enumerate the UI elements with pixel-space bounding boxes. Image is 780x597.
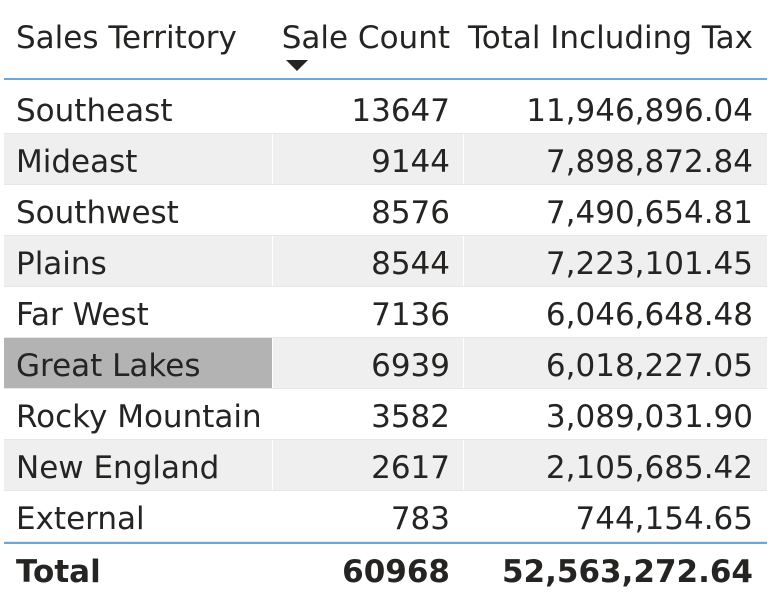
cell-sale-count[interactable]: 6939	[371, 348, 450, 384]
cell-total-including-tax[interactable]: 7,898,872.84	[545, 144, 753, 180]
cell-total-including-tax[interactable]: 7,490,654.81	[545, 195, 753, 231]
selected-cell-highlight	[4, 338, 272, 388]
cell-territory-selected[interactable]: Great Lakes	[16, 348, 201, 384]
column-divider	[463, 134, 464, 184]
table-row[interactable]: Mideast 9144 7,898,872.84	[4, 134, 767, 185]
cell-territory[interactable]: Southeast	[16, 93, 173, 129]
column-header-total-including-tax[interactable]: Total Including Tax	[468, 20, 753, 56]
cell-total-including-tax[interactable]: 11,946,896.04	[526, 93, 753, 129]
table-row[interactable]: Southeast 13647 11,946,896.04	[4, 83, 767, 134]
totals-row: Total 60968 52,563,272.64	[4, 542, 767, 597]
cell-territory[interactable]: Rocky Mountain	[16, 399, 262, 435]
cell-sale-count[interactable]: 3582	[371, 399, 450, 435]
cell-sale-count[interactable]: 8544	[371, 246, 450, 282]
column-header-sales-territory[interactable]: Sales Territory	[16, 20, 237, 56]
table-row[interactable]: Far West 7136 6,046,648.48	[4, 287, 767, 338]
table-header: Sales Territory Sale Count Total Includi…	[4, 0, 767, 80]
table-row[interactable]: New England 2617 2,105,685.42	[4, 440, 767, 491]
cell-territory[interactable]: New England	[16, 450, 220, 486]
cell-total-including-tax[interactable]: 7,223,101.45	[545, 246, 753, 282]
cell-territory[interactable]: Southwest	[16, 195, 179, 231]
cell-sale-count[interactable]: 9144	[371, 144, 450, 180]
column-divider	[272, 338, 273, 388]
totals-total-including-tax: 52,563,272.64	[501, 554, 753, 590]
table-row[interactable]: Great Lakes 6939 6,018,227.05	[4, 338, 767, 389]
cell-total-including-tax[interactable]: 3,089,031.90	[545, 399, 753, 435]
table-row[interactable]: Rocky Mountain 3582 3,089,031.90	[4, 389, 767, 440]
cell-total-including-tax[interactable]: 744,154.65	[575, 501, 754, 537]
cell-territory[interactable]: Plains	[16, 246, 107, 282]
cell-sale-count[interactable]: 783	[390, 501, 450, 537]
sort-descending-icon[interactable]	[286, 60, 308, 71]
cell-sale-count[interactable]: 7136	[371, 297, 450, 333]
cell-total-including-tax[interactable]: 6,018,227.05	[545, 348, 753, 384]
cell-sale-count[interactable]: 13647	[351, 93, 450, 129]
table-row[interactable]: Plains 8544 7,223,101.45	[4, 236, 767, 287]
cell-territory[interactable]: Far West	[16, 297, 149, 333]
cell-total-including-tax[interactable]: 6,046,648.48	[545, 297, 753, 333]
cell-territory[interactable]: Mideast	[16, 144, 138, 180]
column-divider	[463, 338, 464, 388]
column-divider	[272, 134, 273, 184]
column-divider	[463, 236, 464, 286]
table-row[interactable]: Southwest 8576 7,490,654.81	[4, 185, 767, 236]
cell-total-including-tax[interactable]: 2,105,685.42	[545, 450, 753, 486]
totals-sale-count: 60968	[342, 554, 450, 590]
totals-label: Total	[16, 554, 101, 590]
column-divider	[272, 236, 273, 286]
sales-table: Sales Territory Sale Count Total Includi…	[4, 0, 767, 597]
cell-territory[interactable]: External	[16, 501, 145, 537]
column-header-sale-count[interactable]: Sale Count	[281, 20, 450, 56]
cell-sale-count[interactable]: 8576	[371, 195, 450, 231]
column-divider	[463, 440, 464, 490]
table-row[interactable]: External 783 744,154.65	[4, 491, 767, 542]
cell-sale-count[interactable]: 2617	[371, 450, 450, 486]
column-divider	[272, 440, 273, 490]
